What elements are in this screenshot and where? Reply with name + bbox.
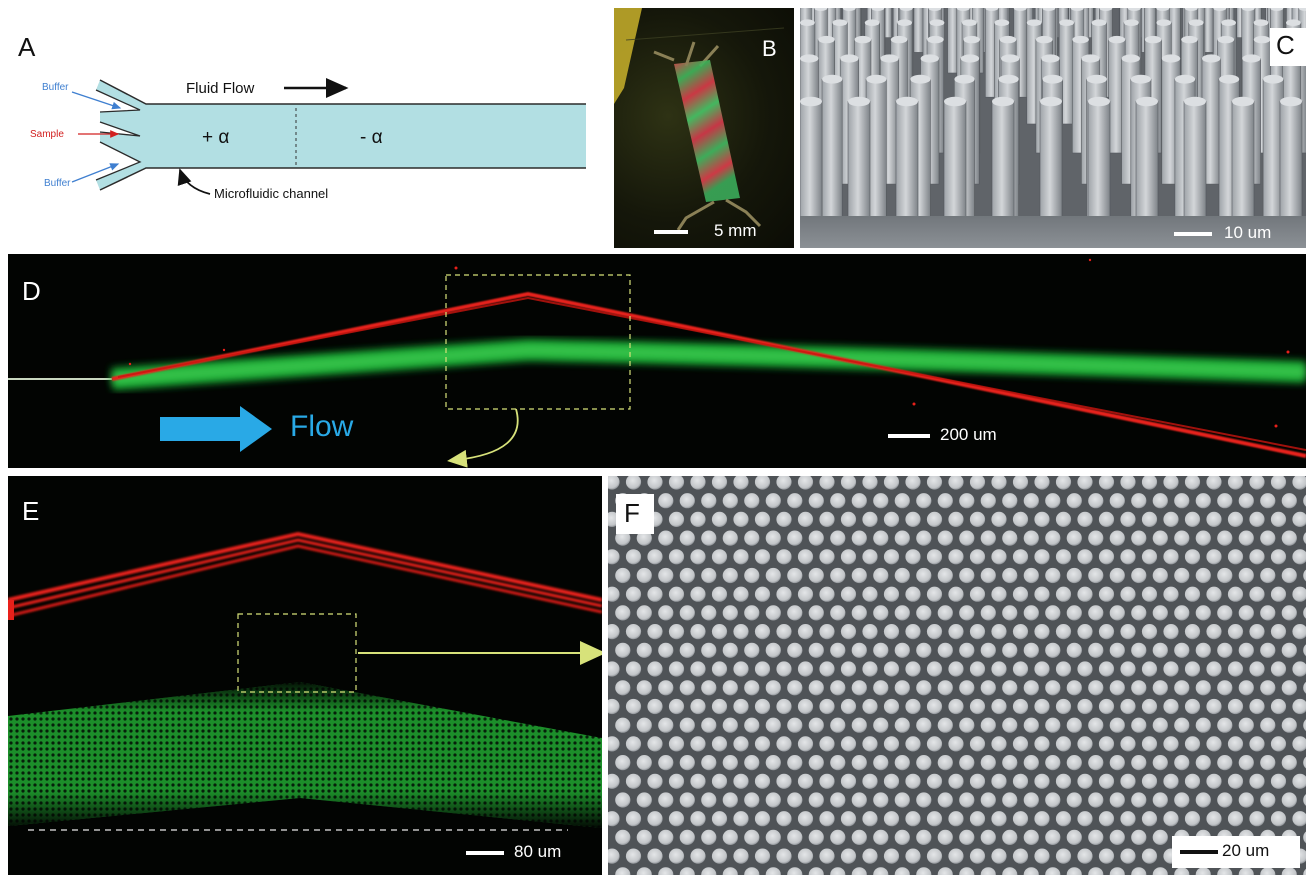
chip-photo [614,8,785,231]
panel-e-scale-label: 80 um [514,842,562,861]
panel-f-sem-topview: F 20 um [608,476,1306,875]
inset-connector-arrow [447,408,519,468]
panel-a-letter: A [18,32,36,62]
panel-d-scale-label: 200 um [940,425,997,444]
panel-a-schematic: A Buffer Sample Buffer [0,0,606,248]
panel-b-chip-photo: B 5 mm [614,8,794,248]
panel-c-letter: C [1276,30,1295,60]
chip-channel [674,60,740,202]
panel-c-scale-bar [1174,232,1212,236]
inlet-divider-3 [95,141,142,181]
flow-arrow [160,406,272,452]
panel-f-scale-bar [1180,850,1218,854]
panel-c-scale-label: 10 um [1224,223,1272,242]
panel-d-fluorescence-overview: D Flow 200 um [8,254,1306,468]
sample-label: Sample [30,129,64,140]
plus-alpha-label: + α [202,127,229,148]
pillar-topview-image [608,476,1306,875]
panel-f-scale-label: 20 um [1222,841,1270,860]
panel-b-letter: B [762,36,777,61]
red-stream-e [8,531,602,618]
panel-e-letter: E [22,496,40,526]
buffer-bottom-label: Buffer [44,178,71,189]
panel-c-letter-box [1270,28,1306,66]
inlet-divider-1 [95,89,141,113]
panel-e-scale-bar [466,851,504,855]
panel-c-sem-pillars: C 10 um [800,8,1306,248]
flow-label: Flow [290,410,354,443]
channel-label: Microfluidic channel [214,186,328,201]
inset-box-e [237,613,357,693]
fluorescence-zoom-image [8,531,602,831]
buffer-top-label: Buffer [42,82,69,93]
panel-d-scale-bar [888,434,930,438]
panel-f-letter: F [624,498,640,528]
pillar-array-image [800,8,1306,248]
minus-alpha-label: - α [360,127,383,148]
buffer-bottom-arrow [71,163,120,183]
panel-d-letter: D [22,276,41,306]
fluorescence-image [8,258,1306,468]
channel-pointer-arrow [177,168,211,195]
channel-wall-top [99,79,586,105]
channel-body [96,80,586,190]
fluid-flow-label: Fluid Flow [186,80,255,97]
buffer-top-arrow [71,91,122,110]
inset-box-d [445,274,631,410]
microfluidic-channel-diagram: Buffer Sample Buffer Fluid Flow + α - α … [30,78,586,201]
panel-e-fluorescence-zoom: E 80 um [8,476,602,875]
panel-b-scale-label: 5 mm [714,221,757,240]
panel-f-letter-box [616,494,654,534]
channel-wall-bottom [99,167,586,191]
panel-b-scale-bar [654,230,688,234]
